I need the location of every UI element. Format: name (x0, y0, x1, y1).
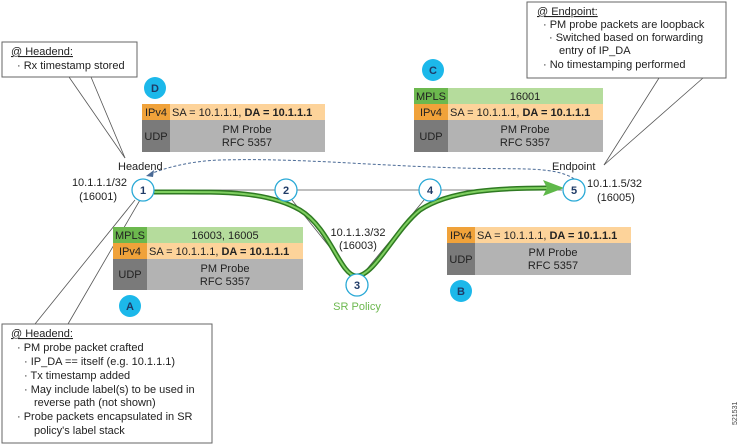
svg-text:reverse path (not shown): reverse path (not shown) (34, 397, 156, 409)
svg-text:PM Probe: PM Probe (201, 263, 250, 275)
svg-text:D: D (151, 83, 159, 95)
node-3-prefix: 10.1.1.3/32 (330, 227, 385, 239)
svg-text:UDP: UDP (144, 131, 167, 143)
node-5-sid: (16005) (597, 192, 635, 204)
svg-text:· Tx timestamp added: · Tx timestamp added (24, 370, 130, 382)
badge-a (119, 295, 141, 317)
svg-text:· PM probe packet crafted: · PM probe packet crafted (17, 342, 144, 354)
svg-text:B: B (457, 286, 465, 298)
node-3-sid: (16003) (339, 240, 377, 252)
svg-text:2: 2 (283, 185, 289, 197)
svg-text:A: A (126, 301, 134, 313)
svg-text:IPv4: IPv4 (450, 230, 472, 242)
badge-b (450, 280, 472, 302)
svg-text:IPv4: IPv4 (420, 107, 442, 119)
svg-text:MPLS: MPLS (115, 230, 145, 242)
svg-text:UDP: UDP (118, 269, 141, 281)
svg-text:· IP_DA == itself (e.g. 10.1.1: · IP_DA == itself (e.g. 10.1.1.1) (24, 356, 175, 368)
svg-text:RFC 5357: RFC 5357 (500, 137, 550, 149)
packet-b: IPv4 SA = 10.1.1.1, DA = 10.1.1.1 UDP PM… (447, 227, 631, 302)
svg-text:4: 4 (427, 185, 434, 197)
svg-text:policy's label stack: policy's label stack (34, 425, 125, 437)
svg-text:· PM probe packets are loopbac: · PM probe packets are loopback (543, 19, 705, 31)
headend-label: Headend (118, 161, 163, 173)
svg-text:16003, 16005: 16003, 16005 (191, 230, 258, 242)
badge-d (144, 77, 166, 99)
node-1-sid: (16001) (79, 191, 117, 203)
svg-text:1: 1 (140, 185, 146, 197)
svg-text:UDP: UDP (449, 254, 472, 266)
callout-headend-tx: @ Headend: · PM probe packet crafted · I… (1, 323, 213, 444)
svg-text:IPv4: IPv4 (119, 246, 141, 258)
svg-text:SA = 10.1.1.1, DA = 10.1.1.1: SA = 10.1.1.1, DA = 10.1.1.1 (149, 246, 289, 258)
node-1-prefix: 10.1.1.1/32 (72, 177, 127, 189)
sr-policy-label: SR Policy (333, 301, 381, 313)
node-4[interactable]: 4 (418, 178, 442, 202)
svg-text:RFC 5357: RFC 5357 (222, 137, 272, 149)
callout-endpoint: @ Endpoint: · PM probe packets are loopb… (526, 1, 727, 79)
return-path (149, 159, 579, 183)
svg-text:SA = 10.1.1.1, DA = 10.1.1.1: SA = 10.1.1.1, DA = 10.1.1.1 (477, 230, 617, 242)
svg-text:C: C (429, 65, 437, 77)
svg-text:PM Probe: PM Probe (223, 124, 272, 136)
svg-text:@ Headend:: @ Headend: (11, 46, 73, 58)
endpoint-label: Endpoint (552, 161, 595, 173)
packet-d: D IPv4 SA = 10.1.1.1, DA = 10.1.1.1 UDP … (142, 77, 325, 152)
svg-text:16001: 16001 (510, 91, 541, 103)
svg-text:RFC 5357: RFC 5357 (528, 260, 578, 272)
sr-policy-arrow-head (543, 180, 564, 196)
svg-text:@ Headend:: @ Headend: (11, 328, 73, 340)
svg-text:IPv4: IPv4 (145, 107, 167, 119)
svg-text:PM Probe: PM Probe (501, 124, 550, 136)
packet-c: C MPLS 16001 IPv4 SA = 10.1.1.1, DA = 10… (414, 59, 603, 152)
node-2[interactable]: 2 (274, 178, 298, 202)
svg-text:SA = 10.1.1.1, DA = 10.1.1.1: SA = 10.1.1.1, DA = 10.1.1.1 (450, 107, 590, 119)
svg-text:UDP: UDP (419, 131, 442, 143)
svg-text:5: 5 (571, 185, 577, 197)
svg-text:SA = 10.1.1.1, DA = 10.1.1.1: SA = 10.1.1.1, DA = 10.1.1.1 (172, 107, 312, 119)
callout-headend-rx: @ Headend: · Rx timestamp stored (1, 41, 138, 78)
node-5-prefix: 10.1.1.5/32 (587, 178, 642, 190)
svg-text:· No timestamping performed: · No timestamping performed (543, 59, 685, 71)
svg-text:entry of IP_DA: entry of IP_DA (559, 45, 631, 57)
return-arrow-head (146, 170, 154, 177)
svg-text:3: 3 (354, 280, 360, 292)
svg-text:PM Probe: PM Probe (529, 247, 578, 259)
badge-c (422, 59, 444, 81)
svg-text:MPLS: MPLS (416, 91, 446, 103)
svg-text:RFC 5357: RFC 5357 (200, 276, 250, 288)
node-1[interactable]: 1 (131, 178, 155, 202)
svg-text:· Rx timestamp stored: · Rx timestamp stored (17, 60, 125, 72)
svg-text:@ Endpoint:: @ Endpoint: (537, 6, 598, 18)
svg-text:· Switched based on forwarding: · Switched based on forwarding (549, 32, 703, 44)
svg-text:· Probe packets encapsulated i: · Probe packets encapsulated in SR (17, 411, 193, 423)
packet-a: MPLS 16003, 16005 IPv4 SA = 10.1.1.1, DA… (113, 227, 303, 317)
svg-text:· May include label(s) to be u: · May include label(s) to be used in (24, 384, 195, 396)
figure-id: 521531 (732, 402, 739, 425)
node-5[interactable]: 5 (562, 178, 586, 202)
callout-pointers (34, 76, 704, 325)
node-3[interactable]: 3 (345, 273, 369, 297)
